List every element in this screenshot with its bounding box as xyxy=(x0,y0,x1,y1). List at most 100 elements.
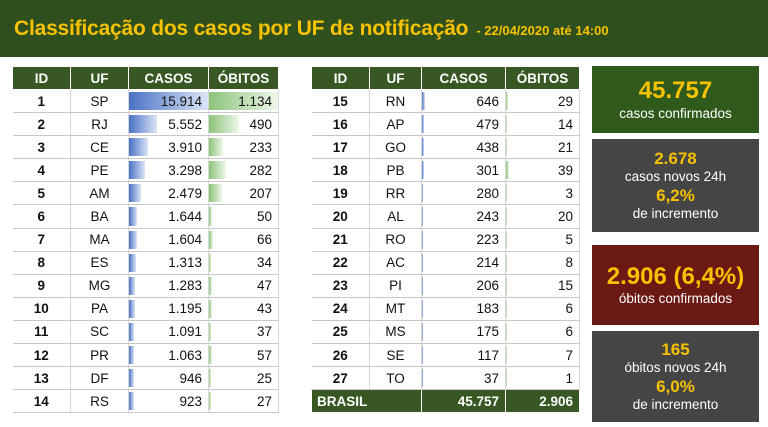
cell-casos-text: 1.644 xyxy=(168,209,202,225)
cell-uf: PB xyxy=(369,158,422,183)
table-row: 12 PR 1.063 57 xyxy=(12,343,279,368)
cell-id: 4 xyxy=(12,158,71,183)
cell-id: 9 xyxy=(12,274,71,298)
table-row: 4 PE 3.298 282 xyxy=(12,158,279,183)
cell-uf: RO xyxy=(369,228,422,252)
cell-obitos: 8 xyxy=(505,251,580,275)
cell-obitos: 5 xyxy=(505,228,580,252)
cell-obitos-bar xyxy=(209,230,214,249)
cell-obitos-bar xyxy=(209,276,212,295)
cell-casos-bar xyxy=(129,346,135,365)
table-row: 22 AC 214 8 xyxy=(311,251,580,275)
cell-casos-bar xyxy=(129,392,134,411)
cell-casos-text: 946 xyxy=(179,370,202,386)
cell-obitos-text: 5 xyxy=(565,232,573,248)
table-row: 14 RS 923 27 xyxy=(12,389,279,414)
cell-obitos-text: 20 xyxy=(557,209,573,225)
table-row: 19 RR 280 3 xyxy=(311,181,580,206)
cell-id: 2 xyxy=(12,112,71,137)
cell-obitos-text: 34 xyxy=(256,255,272,271)
table-row: 25 MS 175 6 xyxy=(311,320,580,345)
cell-obitos-text: 490 xyxy=(249,116,272,132)
cell-casos: 206 xyxy=(421,274,506,298)
cell-obitos: 29 xyxy=(505,89,580,114)
cell-uf: AM xyxy=(70,181,129,206)
cell-id: 8 xyxy=(12,251,71,275)
confirmed-deaths-card: 2.906 (6,4%) óbitos confirmados xyxy=(592,245,759,325)
cell-casos-bar xyxy=(129,369,134,388)
cell-obitos: 14 xyxy=(505,112,580,137)
cell-id: 10 xyxy=(12,297,71,321)
col-header-obitos: ÓBITOS xyxy=(208,66,279,90)
cell-casos-text: 923 xyxy=(179,393,202,409)
cell-casos: 183 xyxy=(421,297,506,321)
cell-casos: 1.313 xyxy=(128,251,209,275)
cell-casos-bar xyxy=(422,346,423,365)
new-deaths-label: óbitos novos 24h xyxy=(624,360,727,376)
cell-obitos: 47 xyxy=(208,274,279,298)
cell-obitos: 37 xyxy=(208,320,279,345)
col-header-uf: UF xyxy=(369,66,422,90)
table-row: 9 MG 1.283 47 xyxy=(12,274,279,298)
cell-obitos-bar xyxy=(209,322,212,342)
cell-casos: 5.552 xyxy=(128,112,209,137)
cell-obitos-bar xyxy=(506,230,507,249)
new-deaths-percent-label: de incremento xyxy=(632,396,719,412)
cell-uf: MT xyxy=(369,297,422,321)
cell-uf: SE xyxy=(369,343,422,368)
table-row: 23 PI 206 15 xyxy=(311,274,580,298)
confirmed-deaths-label: óbitos confirmados xyxy=(618,291,733,307)
cell-casos-text: 37 xyxy=(483,370,499,386)
cell-id: 5 xyxy=(12,181,71,206)
table-row: 13 DF 946 25 xyxy=(12,366,279,391)
cell-casos-bar xyxy=(129,138,149,157)
cell-obitos: 39 xyxy=(505,158,580,183)
cell-obitos-bar xyxy=(209,138,224,157)
cell-casos-bar xyxy=(422,92,426,111)
table-row: 10 PA 1.195 43 xyxy=(12,297,279,321)
cell-casos-text: 15.914 xyxy=(160,93,202,109)
cell-casos: 3.910 xyxy=(128,135,209,160)
cell-id: 18 xyxy=(311,158,370,183)
cell-casos: 280 xyxy=(421,181,506,206)
total-row: BRASIL 45.757 2.906 xyxy=(311,389,580,414)
cell-uf: BA xyxy=(70,204,129,229)
cell-uf: PI xyxy=(369,274,422,298)
cell-uf: ES xyxy=(70,251,129,275)
cell-casos: 438 xyxy=(421,135,506,160)
cell-obitos-text: 37 xyxy=(256,324,272,340)
confirmed-deaths-value: 2.906 (6,4%) xyxy=(606,262,745,290)
total-casos: 45.757 xyxy=(421,389,506,414)
cell-uf: AC xyxy=(369,251,422,275)
cell-obitos-text: 21 xyxy=(557,139,573,155)
cell-uf: PE xyxy=(70,158,129,183)
cell-casos: 175 xyxy=(421,320,506,345)
new-deaths-value: 165 xyxy=(661,339,690,359)
cell-obitos: 20 xyxy=(505,204,580,229)
cell-obitos-text: 25 xyxy=(256,370,272,386)
cell-obitos-bar xyxy=(209,115,239,134)
cell-id: 12 xyxy=(12,343,71,368)
cell-casos-bar xyxy=(129,253,136,272)
cell-obitos-text: 282 xyxy=(249,162,272,178)
new-cases-label: casos novos 24h xyxy=(624,169,727,185)
cell-uf: RR xyxy=(369,181,422,206)
cell-obitos-text: 233 xyxy=(249,139,272,155)
cell-id: 22 xyxy=(311,251,370,275)
cell-obitos-bar xyxy=(209,253,212,272)
cell-uf: GO xyxy=(369,135,422,160)
cell-obitos-text: 66 xyxy=(256,232,272,248)
cell-obitos-text: 1.134 xyxy=(238,93,272,109)
cell-casos-bar xyxy=(129,299,135,318)
cell-casos-text: 223 xyxy=(476,232,499,248)
cell-obitos-bar xyxy=(506,115,507,134)
cell-uf: CE xyxy=(70,135,129,160)
confirmed-cases-card: 45.757 casos confirmados xyxy=(592,66,759,133)
cell-casos-text: 1.283 xyxy=(168,278,202,294)
cell-obitos-text: 14 xyxy=(557,116,573,132)
col-header-uf: UF xyxy=(70,66,129,90)
cell-obitos-bar xyxy=(506,346,507,365)
cell-casos-text: 2.479 xyxy=(168,185,202,201)
cell-obitos: 43 xyxy=(208,297,279,321)
cell-obitos: 66 xyxy=(208,228,279,252)
